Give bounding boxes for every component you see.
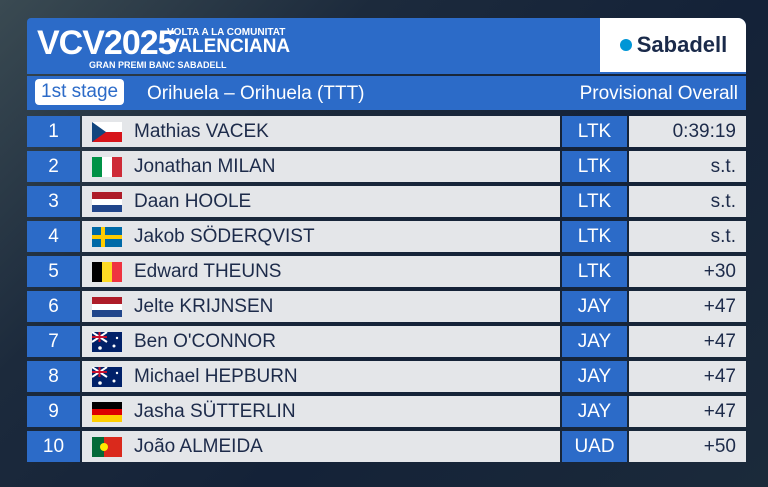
flag — [92, 296, 122, 317]
rank: 1 — [27, 116, 80, 147]
time: +47 — [629, 396, 746, 427]
rank: 5 — [27, 256, 80, 287]
team: LTK — [562, 116, 627, 147]
rank: 7 — [27, 326, 80, 357]
team: UAD — [562, 431, 627, 462]
flag — [92, 156, 122, 177]
rider: João ALMEIDA — [134, 435, 263, 457]
rank: 2 — [27, 151, 80, 182]
rider: Michael HEPBURN — [134, 365, 298, 387]
rank: 10 — [27, 431, 80, 462]
time: +47 — [629, 361, 746, 392]
flag — [92, 401, 122, 422]
rider-cell: Edward THEUNS — [82, 256, 560, 287]
flag — [92, 366, 122, 387]
time: s.t. — [629, 221, 746, 252]
rider: Ben O'CONNOR — [134, 330, 276, 352]
rider: Jakob SÖDERQVIST — [134, 225, 315, 247]
rider: Jonathan MILAN — [134, 155, 276, 177]
stage-route: Orihuela – Orihuela (TTT) — [147, 83, 365, 104]
flag — [92, 121, 122, 142]
sponsor-box: Sabadell — [600, 18, 746, 72]
rider: Jasha SÜTTERLIN — [134, 400, 296, 422]
rider-cell: Ben O'CONNOR — [82, 326, 560, 357]
rider: Daan HOOLE — [134, 190, 252, 212]
team: LTK — [562, 221, 627, 252]
rider-cell: João ALMEIDA — [82, 431, 560, 462]
rider-cell: Jasha SÜTTERLIN — [82, 396, 560, 427]
rider-cell: Mathias VACEK — [82, 116, 560, 147]
flag — [92, 261, 122, 282]
team: LTK — [562, 151, 627, 182]
rank: 8 — [27, 361, 80, 392]
time: 0:39:19 — [629, 116, 746, 147]
rider-cell: Daan HOOLE — [82, 186, 560, 217]
team: JAY — [562, 361, 627, 392]
rider-cell: Jelte KRIJNSEN — [82, 291, 560, 322]
rider: Edward THEUNS — [134, 260, 282, 282]
flag — [92, 191, 122, 212]
team: JAY — [562, 396, 627, 427]
classification: Provisional Overall — [579, 83, 738, 104]
time: +47 — [629, 326, 746, 357]
race-subtitle: GRAN PREMI BANC SABADELL — [89, 60, 227, 70]
race-name: VALENCIANA — [167, 36, 291, 57]
rank: 9 — [27, 396, 80, 427]
time: s.t. — [629, 151, 746, 182]
rank: 4 — [27, 221, 80, 252]
rank: 6 — [27, 291, 80, 322]
sponsor: Sabadell — [636, 32, 728, 57]
rider-cell: Michael HEPBURN — [82, 361, 560, 392]
team: JAY — [562, 326, 627, 357]
rank: 3 — [27, 186, 80, 217]
time: +47 — [629, 291, 746, 322]
rider: Jelte KRIJNSEN — [134, 295, 274, 317]
time: s.t. — [629, 186, 746, 217]
time: +50 — [629, 431, 746, 462]
logo: VCV2025 — [37, 24, 177, 62]
rider-cell: Jakob SÖDERQVIST — [82, 221, 560, 252]
header: VCV2025 VOLTA A LA COMUNITAT VALENCIANA … — [27, 18, 746, 74]
stage-bar: 1st stage Orihuela – Orihuela (TTT) Prov… — [27, 76, 746, 110]
team: JAY — [562, 291, 627, 322]
flag — [92, 226, 122, 247]
time: +30 — [629, 256, 746, 287]
flag — [92, 331, 122, 352]
team: LTK — [562, 256, 627, 287]
stage-label: 1st stage — [35, 79, 125, 105]
rider: Mathias VACEK — [134, 120, 269, 142]
rider-cell: Jonathan MILAN — [82, 151, 560, 182]
race-name: VOLTA A LA COMUNITAT — [167, 27, 286, 38]
team: LTK — [562, 186, 627, 217]
sponsor-icon — [619, 39, 632, 51]
flag — [92, 436, 122, 457]
